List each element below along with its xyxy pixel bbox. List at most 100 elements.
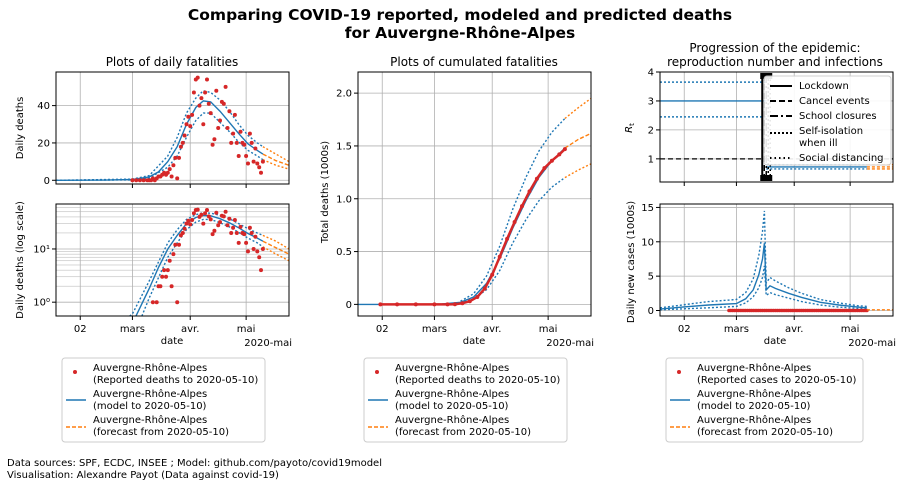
reported-death-point-log [247,225,252,230]
reported-death-point [178,144,183,149]
reported-death-point [244,154,249,158]
reported-death-point [251,159,256,164]
reported-death-point-log [164,274,168,279]
y-tick-label: 10⁰ [33,298,50,309]
reported-death-point [214,88,219,93]
y-tick-label: 10¹ [33,244,50,255]
reported-death-point [173,155,178,160]
log-series-group [128,207,289,316]
reported-death-point [165,170,170,175]
reported-death-point [232,112,237,117]
legend-right-text-3: Auvergne-Rhône-Alpes [697,388,811,400]
y-tick-label: 15 [641,203,654,214]
reported-death-point-log [206,214,211,219]
reported-death-point [212,137,217,142]
reported-death-point [218,118,222,123]
cases-ylabel: Daily new cases (1000s) [626,201,637,323]
legend-left-text-2: (Reported deaths to 2020-05-10) [93,375,258,386]
reported-death-point-log [184,221,189,226]
reported-death-point-log [173,242,178,247]
reported-death-point [195,75,200,80]
reported-death-point [223,84,228,89]
reported-death-point [238,129,243,134]
cases-xlabel: date [764,336,787,347]
axes-frame [659,203,894,317]
reported-death-point [247,131,252,136]
cumulative-xlabel: date [463,336,486,347]
reported-death-point-log [218,220,222,225]
legend-middle-text-2: (Reported deaths to 2020-05-10) [395,375,560,386]
y-tick-label: 0 [346,300,352,311]
reported-death-point-log [260,247,265,251]
reported-death-point [130,178,135,183]
model-mean-line [135,214,264,316]
y-tick-label: 3 [648,96,654,107]
x-year-label: 2020-mai [848,338,896,349]
reported-death-point-log [212,228,217,233]
reported-death-point [199,96,204,101]
x-tick-label: mai [237,324,256,335]
x-tick-label: mars [120,324,145,335]
legend-right: Auvergne-Rhône-Alpes (Reported cases to … [665,357,864,443]
reported-death-point [225,126,230,130]
daily-panel-title: Plots of daily fatalities [106,55,239,69]
y-tick-label: 0 [648,306,654,317]
reported-death-point-log [182,226,187,231]
reported-death-point-log [190,218,195,222]
reported-death-point [216,126,221,130]
reported-death-point-log [242,232,247,237]
reported-death-point-log [216,223,221,228]
y-tick-label: 0 [44,176,50,187]
reported-death-point [246,161,250,166]
reported-death-point [141,178,146,183]
legend-middle-text-4: (model to 2020-05-10) [395,401,509,412]
reported-death-point-log [167,258,172,263]
legend-right-text-2: (Reported cases to 2020-05-10) [697,375,856,386]
figure-title-line2: for Auvergne-Rhône-Alpes [345,24,576,42]
y-tick-label: 1.0 [336,194,352,205]
legend-left-marker-reported [73,370,77,374]
forecast-ci-lower-line [564,163,592,179]
reported-death-point-log [191,211,196,216]
y-tick-label: 0.5 [336,247,352,258]
reported-death-point [137,178,142,183]
legend-cancel-events: Cancel events [799,96,870,107]
reported-death-point-log [251,247,256,251]
reported-death-point-log [232,218,237,222]
forecast-mean-line [262,240,289,255]
y-tick-label: 1 [648,154,654,165]
reported-death-point [234,140,239,145]
legend-middle-text-6: (forecast from 2020-05-10) [395,427,531,438]
x-tick-label: mai [539,324,558,335]
reported-death-point [260,159,265,164]
reported-death-point-log [231,225,236,230]
reported-death-point-log [180,231,185,235]
y-tick-label: 40 [37,101,50,112]
cumulative-panel-title: Plots of cumulated fatalities [390,55,558,69]
legend-middle-text-5: Auvergne-Rhône-Alpes [395,414,509,426]
cumulative-deaths-panel: 0 0.5 1.0 1.5 2.0 02 mars avr. mai 2020-mai [336,71,594,349]
y-tick-label: 10 [641,237,654,248]
reported-death-point-log [177,242,181,247]
reported-death-point-log [249,231,254,235]
reported-death-point [242,142,247,147]
reported-death-point [227,109,232,114]
model-ci-upper-line [460,118,566,302]
reported-death-point [206,101,211,106]
model-mean-line [358,147,566,306]
x-tick-label: 02 [376,324,389,335]
reported-death-point-log [225,223,230,228]
reported-death-point [171,163,176,168]
daily-log-ylabel: Daily deaths (log scale) [15,201,26,319]
reported-death-point [259,170,263,175]
rt-panel-title-line2: reproduction number and infections [667,55,883,69]
reported-death-point-log [169,284,174,289]
forecast-ci-upper-line [262,146,290,163]
reported-death-point-log [227,216,232,221]
legend-right-text-4: (model to 2020-05-10) [697,401,811,412]
reported-death-point-log [195,207,200,212]
reported-death-point-log [238,224,243,229]
legend-middle-text-3: Auvergne-Rhône-Alpes [395,388,509,400]
reported-death-point-log [186,218,191,223]
x-tick-label: 02 [74,324,87,335]
